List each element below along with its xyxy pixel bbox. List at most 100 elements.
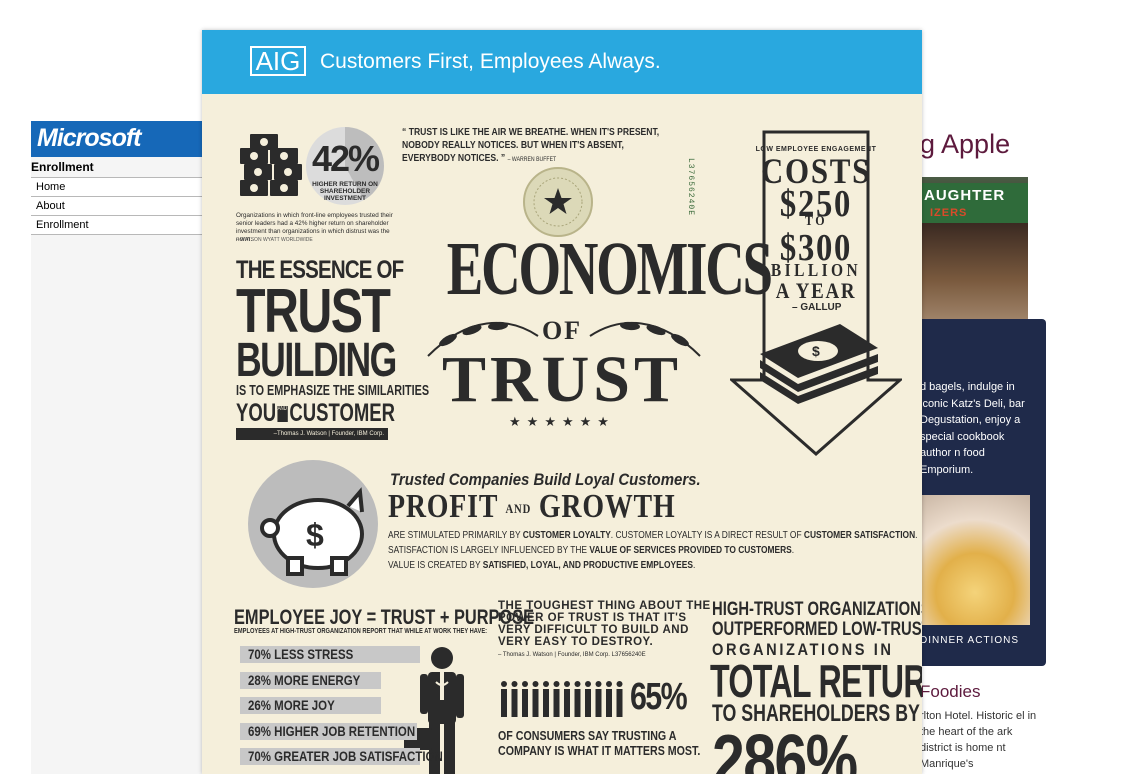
cost-source: – GALLUP — [792, 302, 842, 313]
percent-pie — [306, 127, 384, 205]
article-card: d bagels, indulge in iconic Katz's Deli,… — [920, 319, 1046, 666]
percent-source: – WATSON WYATT WORLDWIDE — [236, 237, 313, 243]
serial-number: L37656240E — [686, 158, 695, 217]
card-caption[interactable]: DINNER ACTIONS — [920, 635, 1020, 646]
person-figure — [595, 681, 602, 687]
laurel-ornament — [427, 321, 701, 357]
high-trust-line-1: HIGH-TRUST ORGANIZATIONS — [712, 599, 922, 620]
person-figure — [564, 681, 570, 687]
nav-item-home[interactable]: Home — [31, 177, 231, 196]
trust-title: TRUST — [441, 343, 683, 416]
joy-label: 26% MORE JOY — [248, 697, 335, 713]
aig-tagline: Customers First, Employees Always. — [320, 50, 661, 73]
cost-title: LOW EMPLOYEE ENGAGEMENT — [755, 146, 877, 153]
profit-line-2: SATISFACTION IS LARGELY INFLUENCED BY TH… — [388, 545, 795, 556]
profit-and: AND — [505, 501, 532, 517]
joy-bar — [240, 671, 381, 689]
consumer-percent: 65% — [630, 676, 688, 718]
microsoft-enrollment-window: Microsoft Enrollment Home About Enrollme… — [31, 121, 231, 774]
cost-to: TO — [804, 214, 828, 229]
essence-line-5: YOU AND THE CUSTOMER — [236, 399, 395, 428]
joy-label: 28% MORE ENERGY — [248, 671, 361, 688]
high-trust-line-2: OUTPERFORMED LOW-TRUST — [712, 619, 922, 640]
apple-article-window: g Apple AUGHTER IZERS d bagels, indulge … — [920, 120, 1124, 774]
of-title: OF — [541, 316, 583, 345]
essence-of-trust-block: THE ESSENCE OF TRUST BUILDING IS TO EMPH… — [236, 256, 430, 428]
aig-header: AIG Customers First, Employees Always. — [202, 30, 922, 94]
person-figure — [511, 689, 518, 717]
employee-joy-subtitle: EMPLOYEES AT HIGH-TRUST ORGANIZATION REP… — [234, 628, 488, 635]
person-figure — [532, 689, 539, 717]
growth-word: GROWTH — [538, 488, 676, 525]
person-figure — [574, 689, 581, 717]
percent-value: 42% — [311, 138, 380, 179]
card-text: d bagels, indulge in iconic Katz's Deli,… — [920, 381, 1025, 476]
person-figure — [543, 681, 549, 687]
profit-line-3: VALUE IS CREATED BY SATISFIED, LOYAL, AN… — [388, 560, 696, 571]
percent-label: HIGHER RETURN ON SHAREHOLDER INVESTMENT — [312, 181, 378, 202]
deli-sign: AUGHTER IZERS — [920, 183, 1028, 223]
pasta-photo — [920, 495, 1030, 625]
money-stack-icon — [240, 134, 302, 196]
cost-line-1: COSTS — [760, 151, 872, 191]
cost-line-5: A YEAR — [775, 278, 857, 303]
joy-bar — [240, 748, 420, 765]
high-trust-line-3: ORGANIZATIONS IN — [712, 640, 894, 659]
profit-line-1: ARE STIMULATED PRIMARILY BY CUSTOMER LOY… — [388, 530, 918, 541]
employee-joy-title: EMPLOYEE JOY = TRUST + PURPOSE — [234, 606, 535, 629]
microsoft-header: Microsoft — [31, 121, 231, 157]
person-figure — [501, 681, 507, 687]
person-figure — [595, 689, 602, 717]
essence-line-4: IS TO EMPHASIZE THE SIMILARITIES — [236, 382, 430, 399]
person-figure — [522, 689, 528, 717]
dollar-stack-icon: $ — [760, 324, 878, 404]
nav-item-about[interactable]: About — [31, 196, 231, 215]
person-figure — [553, 689, 560, 717]
essence-line-2: TRUST — [236, 277, 391, 346]
cost-line-4: BILLION — [770, 260, 862, 280]
cost-arrow-frame — [730, 130, 902, 456]
buffett-quote: “ TRUST IS LIKE THE AIR WE BREATHE. WHEN… — [402, 126, 669, 167]
profit-description: ARE STIMULATED PRIMARILY BY CUSTOMER LOY… — [388, 528, 918, 573]
cost-line-3: $300 — [779, 227, 853, 269]
trusted-companies-heading: Trusted Companies Build Loyal Customers. — [390, 470, 701, 489]
profit-growth-title: PROFIT AND GROWTH — [388, 488, 814, 526]
article-heading: g Apple — [920, 129, 1011, 159]
high-trust-line-6: 286% — [712, 721, 858, 774]
piggy-bank-icon: $ — [260, 487, 364, 576]
microsoft-logo[interactable]: Microsoft — [37, 124, 141, 152]
person-figure — [616, 689, 623, 717]
person-figure — [511, 681, 518, 687]
aig-logo: AIG — [250, 46, 306, 76]
quote-text: “ TRUST IS LIKE THE AIR WE BREATHE. WHEN… — [402, 127, 660, 164]
essence-and: AND THE — [277, 405, 297, 422]
cost-line-2: $250 — [779, 183, 853, 225]
high-trust-line-4: TOTAL RETURN — [710, 655, 922, 707]
essence-customer: CUSTOMER — [289, 399, 395, 427]
percent-caption: Organizations in which front-line employ… — [236, 212, 393, 243]
joy-bar — [240, 722, 417, 740]
joy-label: 69% HIGHER JOB RETENTION — [248, 722, 416, 739]
consumer-text: OF CONSUMERS SAY TRUSTING A COMPANY IS W… — [498, 728, 700, 758]
svg-text:$: $ — [306, 517, 324, 553]
article-paragraph: rlton Hotel. Historic el in the heart of… — [920, 710, 1037, 770]
article-subheading: Foodies — [920, 682, 981, 701]
toughest-attribution: – Thomas J. Watson | Founder, IBM Corp. … — [498, 652, 646, 658]
essence-attribution: –Thomas J. Watson | Founder, IBM Corp. — [236, 428, 388, 440]
deli-sign-top: AUGHTER — [924, 187, 1006, 204]
people-row-icon — [501, 681, 623, 717]
section-title: Enrollment — [31, 160, 94, 174]
economics-title: ECONOMICS — [446, 227, 773, 311]
person-figure — [585, 681, 591, 687]
joy-label: 70% GREATER JOB SATISFACTION — [248, 748, 443, 764]
essence-you: YOU — [236, 399, 277, 427]
person-figure — [606, 689, 612, 717]
toughest-quote: THE TOUGHEST THING ABOUT THE POWER OF TR… — [498, 600, 711, 648]
person-figure — [585, 689, 591, 717]
quote-author: – WARREN BUFFET — [507, 157, 557, 163]
joy-bar — [240, 646, 420, 663]
joy-label: 70% LESS STRESS — [248, 646, 354, 662]
nav-item-enrollment[interactable]: Enrollment — [31, 215, 231, 235]
person-figure — [532, 681, 539, 687]
person-figure — [553, 681, 560, 687]
